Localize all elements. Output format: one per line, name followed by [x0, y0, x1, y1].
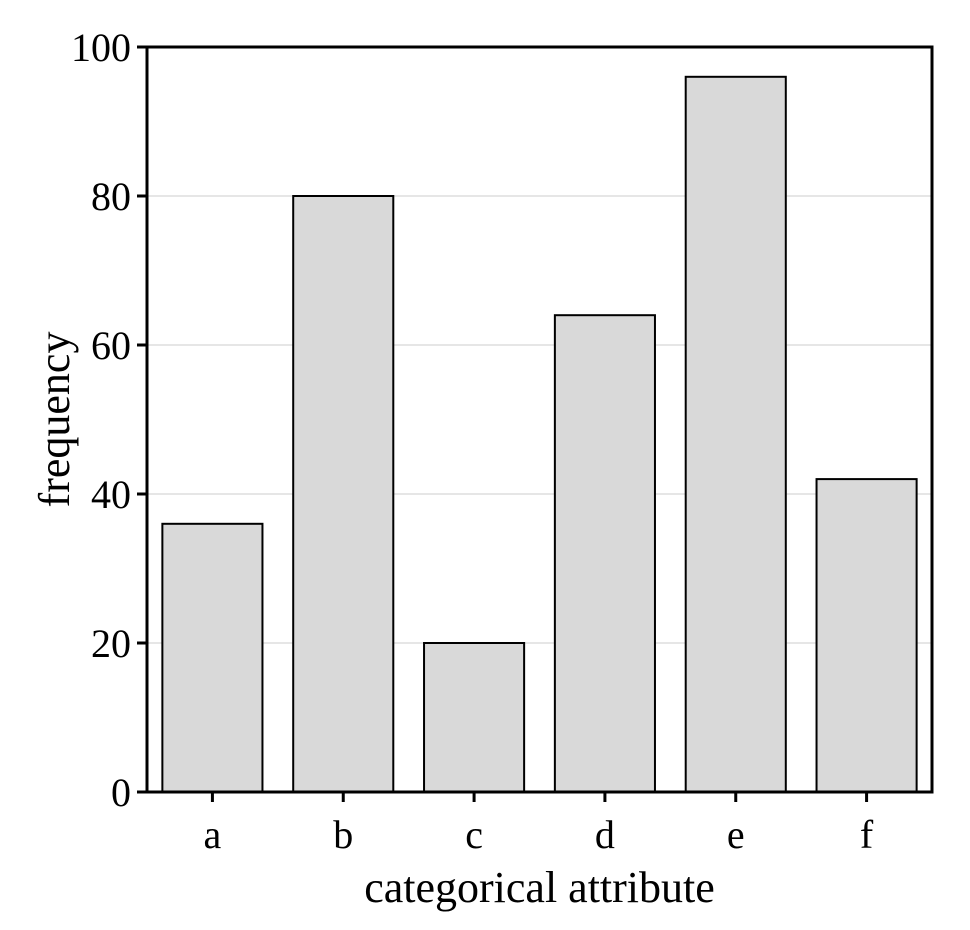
x-tick-label: f [860, 812, 874, 857]
bar-f [815, 478, 918, 793]
y-axis-title: frequency [30, 332, 79, 508]
x-axis-title: categorical attribute [364, 863, 715, 912]
plot-frame [145, 45, 934, 794]
y-tick-label: 0 [111, 770, 131, 815]
x-tick-label: a [204, 812, 222, 857]
bar-d [553, 314, 656, 793]
bars [161, 75, 918, 794]
x-tick-label: c [465, 812, 483, 857]
bar-b [292, 195, 395, 793]
y-tick-label: 80 [91, 174, 131, 219]
x-tick-label: d [595, 812, 615, 857]
x-tick-label: b [333, 812, 353, 857]
bar-c [423, 642, 526, 793]
y-tick-label: 100 [71, 25, 131, 70]
bar-a [161, 522, 264, 793]
gridlines [147, 195, 932, 644]
y-tick-label: 20 [91, 621, 131, 666]
y-tick-label: 60 [91, 323, 131, 368]
y-tick-label: 40 [91, 472, 131, 517]
x-axis-ticks: a b c d e f [204, 792, 874, 857]
bar-e [684, 75, 787, 794]
x-tick-label: e [727, 812, 745, 857]
y-axis-ticks: 0 20 40 60 80 100 [71, 25, 147, 815]
